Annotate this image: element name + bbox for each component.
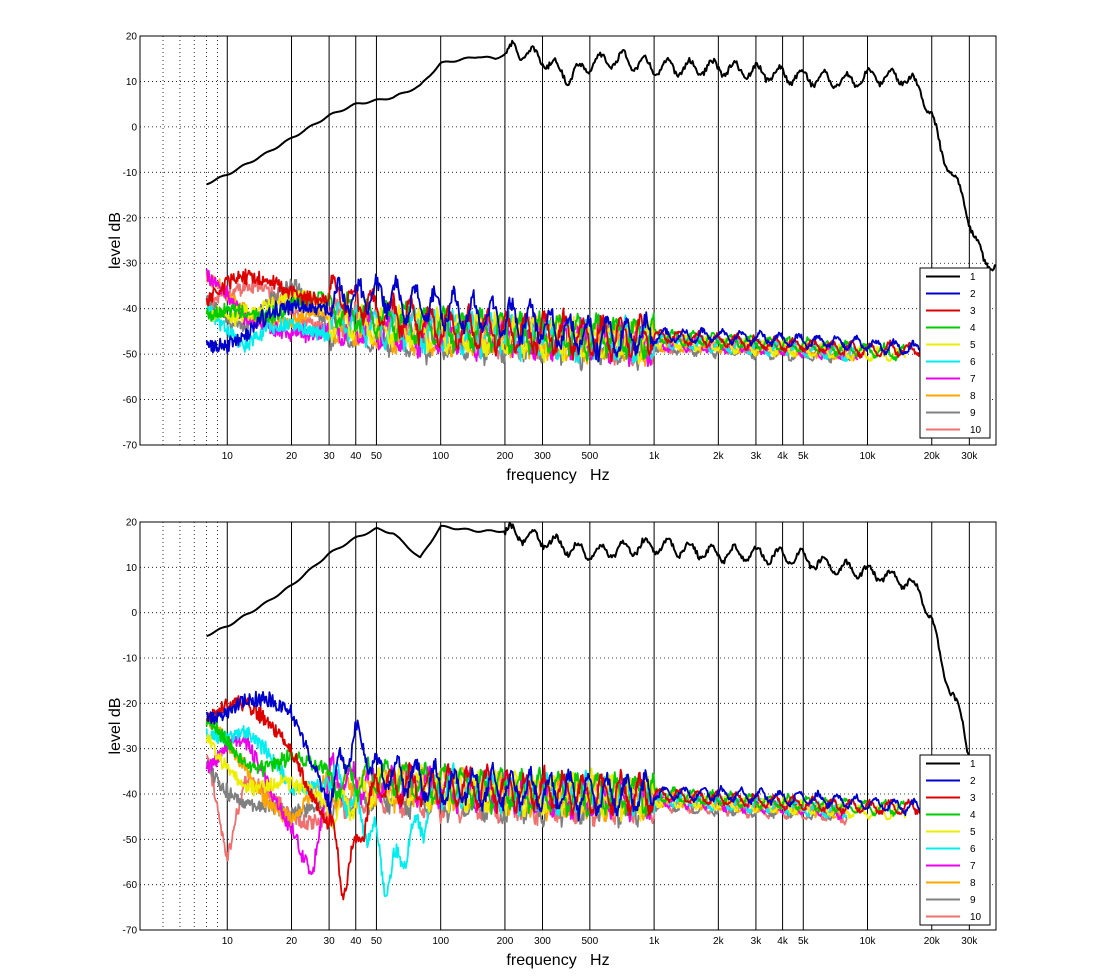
legend-label-1: 1 — [970, 759, 976, 770]
legend-label-4: 4 — [970, 810, 976, 821]
y-axis-label: level dB — [107, 212, 124, 269]
legend-label-6: 6 — [970, 844, 976, 855]
x-tick-label: 20 — [286, 936, 298, 947]
series-line-4 — [205, 714, 906, 818]
y-tick-label: -40 — [123, 304, 138, 315]
chart-panel-2: -70 -60 -50 -40 -30 -20 -10 0 10 20 10 20 30 40 50 100 2… — [107, 518, 997, 969]
y-tick-label: -40 — [123, 790, 138, 801]
legend-label-3: 3 — [970, 306, 976, 317]
y-tick-label: -70 — [123, 441, 138, 452]
y-tick-label: -10 — [123, 168, 138, 179]
x-tick-label: 50 — [371, 451, 383, 462]
legend-box — [919, 754, 991, 926]
y-tick-label: -30 — [123, 744, 138, 755]
x-tick-label: 300 — [534, 451, 551, 462]
x-tick-label: 30k — [961, 936, 978, 947]
series-group — [205, 39, 996, 372]
x-tick-label: 30 — [324, 936, 336, 947]
y-tick-label: 0 — [131, 608, 137, 619]
y-tick-label: -20 — [123, 213, 138, 224]
x-tick-label: 20k — [924, 451, 941, 462]
x-tick-label: 3k — [751, 451, 763, 462]
legend-label-10: 10 — [970, 425, 982, 436]
plot-area — [140, 36, 996, 445]
x-tick-label: 30 — [324, 451, 336, 462]
y-tick-label: 20 — [126, 518, 138, 529]
legend-label-8: 8 — [970, 878, 976, 889]
x-tick-label: 1k — [649, 451, 661, 462]
x-tick-label: 200 — [497, 451, 514, 462]
x-tick-label: 4k — [777, 936, 789, 947]
y-tick-label: -10 — [123, 654, 138, 665]
x-tick-label: 2k — [713, 936, 725, 947]
x-tick-label: 40 — [350, 451, 362, 462]
x-tick-label: 10k — [859, 936, 876, 947]
legend-label-3: 3 — [970, 793, 976, 804]
x-tick-label: 4k — [777, 451, 789, 462]
x-tick-label: 500 — [582, 936, 599, 947]
x-tick-label: 200 — [497, 936, 514, 947]
x-tick-label: 10 — [222, 451, 234, 462]
y-tick-label: 10 — [126, 563, 138, 574]
x-axis-label: frequency Hz — [506, 952, 609, 969]
y-tick-label: -30 — [123, 259, 138, 270]
legend-label-6: 6 — [970, 357, 976, 368]
series-line-3 — [205, 695, 923, 901]
chart-panel-1: -70 -60 -50 -40 -30 -20 -10 0 10 20 10 20 30 40 50 100 2… — [107, 32, 997, 484]
x-tick-label: 300 — [534, 936, 551, 947]
x-tick-label: 20 — [286, 451, 298, 462]
series-line-1 — [206, 39, 996, 272]
series-line-1 — [206, 522, 971, 760]
x-axis-label: frequency Hz — [506, 467, 609, 484]
series-group — [205, 522, 971, 901]
y-tick-label: -50 — [123, 350, 138, 361]
legend-label-9: 9 — [970, 895, 976, 906]
legend-label-5: 5 — [970, 340, 976, 351]
legend: 1 2 3 4 5 6 7 8 9 10 — [919, 267, 991, 439]
y-tick-label: -20 — [123, 699, 138, 710]
y-tick-label: 10 — [126, 77, 138, 88]
series-line-2 — [205, 690, 923, 822]
y-tick-label: -50 — [123, 835, 138, 846]
x-tick-label: 3k — [751, 936, 763, 947]
legend-label-10: 10 — [970, 912, 982, 923]
legend-label-1: 1 — [970, 272, 976, 283]
x-tick-label: 500 — [582, 451, 599, 462]
legend: 1 2 3 4 5 6 7 8 9 10 — [919, 754, 991, 926]
y-tick-label: 20 — [126, 32, 138, 43]
series-line-3 — [205, 268, 923, 363]
x-tick-label: 30k — [961, 451, 978, 462]
y-tick-label: -60 — [123, 395, 138, 406]
x-tick-label: 1k — [649, 936, 661, 947]
series-line-2 — [205, 273, 923, 363]
y-tick-label: 0 — [131, 122, 137, 133]
x-tick-label: 20k — [924, 936, 941, 947]
legend-label-7: 7 — [970, 374, 976, 385]
legend-label-2: 2 — [970, 776, 976, 787]
series-line-4 — [205, 291, 906, 362]
x-tick-label: 50 — [371, 936, 383, 947]
legend-label-7: 7 — [970, 861, 976, 872]
axes-frame — [139, 521, 997, 931]
legend-box — [919, 267, 991, 439]
y-tick-label: -60 — [123, 880, 138, 891]
x-tick-label: 2k — [713, 451, 725, 462]
legend-label-9: 9 — [970, 408, 976, 419]
x-tick-label: 100 — [432, 936, 449, 947]
x-tick-label: 5k — [798, 936, 810, 947]
x-tick-label: 10 — [222, 936, 234, 947]
legend-label-5: 5 — [970, 827, 976, 838]
legend-label-4: 4 — [970, 323, 976, 334]
y-axis-label: level dB — [107, 698, 124, 755]
x-tick-label: 40 — [350, 936, 362, 947]
y-tick-label: -70 — [123, 926, 138, 937]
axes-frame — [139, 35, 997, 446]
legend-label-8: 8 — [970, 391, 976, 402]
legend-label-2: 2 — [970, 289, 976, 300]
x-tick-label: 10k — [859, 451, 876, 462]
x-tick-label: 100 — [432, 451, 449, 462]
x-tick-label: 5k — [798, 451, 810, 462]
